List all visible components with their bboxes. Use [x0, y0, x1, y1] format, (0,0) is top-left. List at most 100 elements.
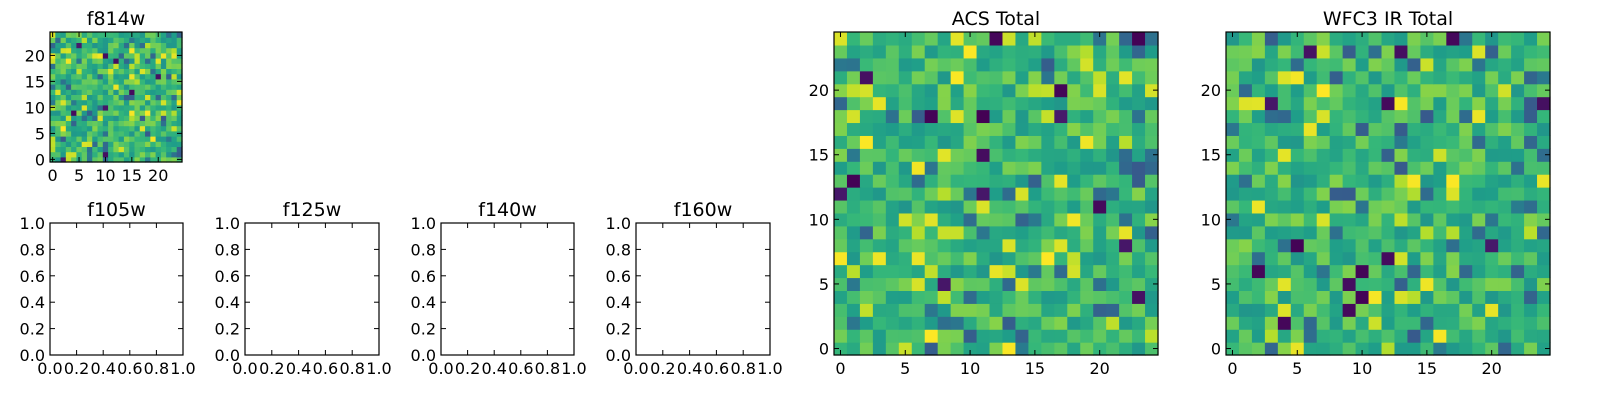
heatmap-cell: [1226, 148, 1240, 162]
heatmap-cell: [129, 89, 136, 95]
heatmap-cell: [937, 122, 952, 136]
y-tick-label: 0.8: [606, 240, 631, 259]
heatmap-cell: [171, 99, 178, 106]
heatmap-cell: [1290, 44, 1305, 59]
heatmap-cell: [160, 89, 167, 95]
heatmap-cell: [1485, 57, 1499, 72]
heatmap-cell: [113, 125, 120, 132]
heatmap-cell: [1093, 225, 1107, 240]
heatmap-cell: [76, 42, 83, 49]
heatmap-cell: [129, 151, 136, 158]
heatmap-cell: [1145, 290, 1159, 304]
heatmap-cell: [950, 109, 965, 124]
heatmap-cell: [898, 122, 913, 136]
heatmap-cell: [859, 70, 874, 85]
heatmap-cell: [1067, 70, 1081, 85]
heatmap-cell: [113, 63, 120, 69]
heatmap-cell: [1355, 187, 1370, 201]
heatmap-cell: [1433, 303, 1447, 317]
heatmap-cell: [1054, 57, 1068, 72]
heatmap-cell: [1028, 32, 1042, 46]
heatmap-cell: [924, 316, 939, 330]
heatmap-cell: [50, 47, 56, 54]
heatmap-cell: [1028, 96, 1042, 111]
heatmap-cell: [1093, 277, 1107, 291]
heatmap-cell: [1041, 32, 1055, 46]
heatmap-cell: [937, 187, 952, 201]
heatmap-cell: [872, 96, 887, 111]
heatmap-cell: [171, 32, 178, 38]
heatmap-cell: [113, 151, 120, 158]
heatmap-cell: [1132, 174, 1146, 188]
heatmap-cell: [86, 84, 93, 90]
heatmap-cell: [108, 73, 114, 80]
heatmap-cell: [76, 104, 83, 111]
heatmap-cell: [1368, 329, 1383, 343]
heatmap-cell: [86, 146, 93, 153]
heatmap-cell: [1394, 83, 1409, 98]
heatmap-cell: [118, 42, 125, 49]
heatmap-cell: [176, 151, 183, 158]
heatmap-cell: [118, 78, 125, 85]
heatmap-cell: [1002, 277, 1017, 291]
heatmap-cell: [1119, 83, 1133, 98]
heatmap-cell: [1498, 187, 1512, 201]
x-tick-label: 0.0: [232, 359, 257, 378]
heatmap-cell: [1002, 238, 1017, 253]
heatmap-cell: [1498, 199, 1512, 214]
heatmap-cell: [102, 136, 109, 142]
heatmap-cell: [1498, 32, 1512, 46]
heatmap-cell: [1381, 264, 1396, 279]
heatmap-cell: [885, 96, 900, 111]
heatmap-cell: [885, 83, 900, 98]
heatmap-cell: [81, 63, 88, 69]
heatmap-cell: [139, 120, 146, 127]
heatmap-cell: [123, 68, 130, 75]
heatmap-cell: [885, 225, 900, 240]
heatmap-cell: [145, 110, 151, 116]
heatmap-cell: [134, 94, 141, 101]
heatmap-cell: [155, 52, 162, 59]
heatmap-cell: [171, 42, 178, 49]
heatmap-cell: [1537, 96, 1551, 111]
heatmap-cell: [60, 32, 67, 38]
heatmap-cell: [976, 44, 991, 59]
heatmap-cell: [1132, 96, 1146, 111]
heatmap-cell: [1381, 277, 1396, 291]
heatmap-cell: [134, 104, 141, 111]
heatmap-cell: [898, 96, 913, 111]
heatmap-cell: [1002, 83, 1017, 98]
heatmap-cell: [1511, 161, 1525, 175]
heatmap-cell: [924, 199, 939, 214]
heatmap-cell: [1028, 290, 1042, 304]
heatmap-cell: [1145, 148, 1159, 162]
heatmap-cell: [1277, 187, 1292, 201]
heatmap-cell: [60, 84, 67, 90]
heatmap-cell: [81, 146, 88, 153]
heatmap-cell: [1485, 109, 1499, 124]
heatmap-cell: [1485, 96, 1499, 111]
heatmap-cell: [1015, 303, 1029, 317]
heatmap-cell: [1472, 83, 1486, 98]
x-tick-label: 1.0: [561, 359, 586, 378]
y-tick-label: 0.4: [606, 293, 631, 312]
heatmap-cell: [1342, 212, 1357, 227]
heatmap-cell: [834, 303, 848, 317]
heatmap-cell: [155, 115, 162, 121]
heatmap-cell: [86, 42, 93, 49]
heatmap-cell: [898, 238, 913, 253]
heatmap-cell: [1498, 70, 1512, 85]
heatmap-cell: [1537, 342, 1551, 356]
heatmap-cell: [1303, 122, 1318, 136]
heatmap-cell: [1472, 135, 1486, 149]
heatmap-cell: [1394, 161, 1409, 175]
heatmap-cell: [1226, 32, 1240, 46]
heatmap-cell: [81, 58, 88, 64]
heatmap-cell: [1511, 264, 1525, 279]
heatmap-cell: [963, 161, 978, 175]
heatmap-cell: [1002, 303, 1017, 317]
y-tick-label: 0.0: [215, 346, 240, 365]
heatmap-cell: [885, 251, 900, 266]
heatmap-cell: [1407, 32, 1421, 46]
y-tick-label: 0.6: [411, 267, 436, 286]
